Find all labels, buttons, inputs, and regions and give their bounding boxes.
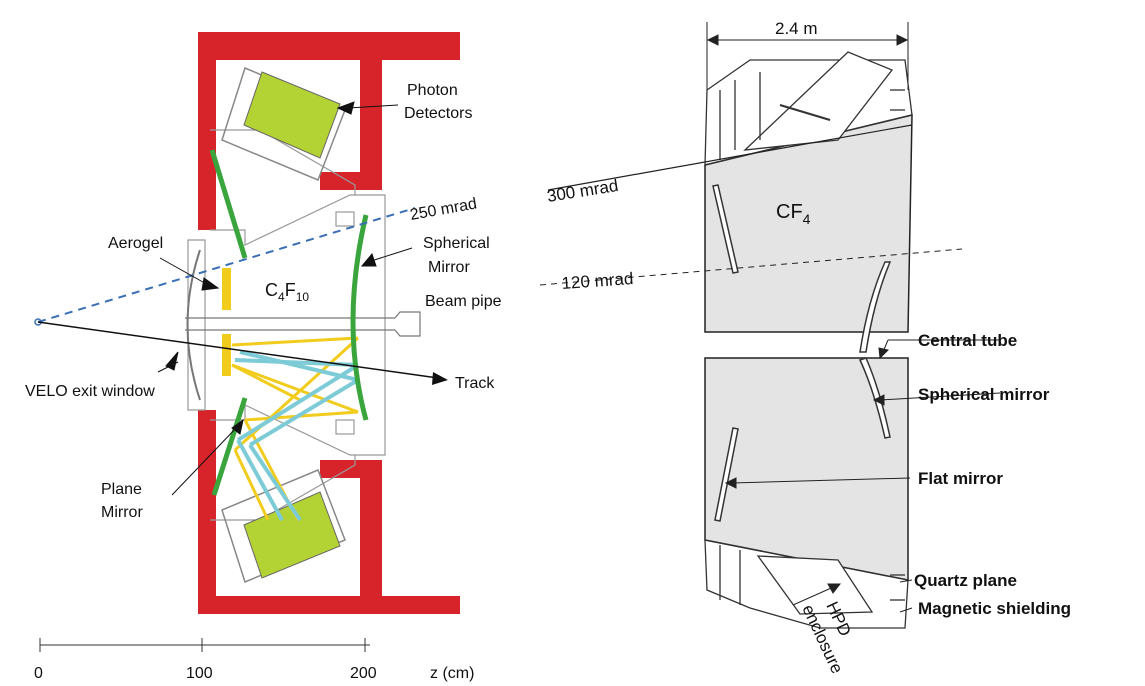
velo-exit-window [186, 249, 201, 401]
mirrors-rich1 [209, 149, 369, 496]
rich1-support-structure [198, 32, 460, 614]
label-photon-detectors-2: Detectors [404, 105, 472, 122]
width-dimension [706, 22, 909, 90]
label-width: 2.4 m [775, 19, 818, 38]
label-beam-pipe: Beam pipe [425, 293, 502, 310]
label-spherical-mirror-1: Spherical [423, 235, 490, 252]
z-axis-tick-0: 0 [34, 665, 43, 682]
plane-mirror-top [209, 149, 248, 259]
label-cf4: CF4 [776, 201, 811, 227]
label-flat-mirror: Flat mirror [918, 469, 1003, 488]
c4f10-c: C [265, 280, 278, 300]
label-plane-mirror-2: Mirror [101, 504, 143, 521]
aerogel-block [222, 268, 231, 376]
label-spherical-mirror-2: Mirror [428, 259, 470, 276]
plane-mirror-bottom [211, 397, 248, 496]
cf4-cf: CF [776, 201, 803, 223]
pointer-arrows-right [724, 339, 1001, 613]
acceptance-250mrad-line [37, 207, 416, 323]
z-axis-tick-200: 200 [350, 665, 377, 682]
label-plane-mirror-1: Plane [101, 481, 142, 498]
label-120-mrad: 120 mrad [561, 269, 634, 293]
track-line [34, 318, 448, 385]
lower-spherical-mirror [858, 357, 891, 439]
acceptance-120mrad-line [539, 248, 963, 286]
photon-detector-top [221, 66, 346, 181]
lower-flat-mirror [714, 427, 739, 522]
label-c4f10: C4F10 [265, 280, 309, 304]
label-aerogel: Aerogel [108, 235, 163, 252]
lower-hpd-mechanics [704, 539, 909, 629]
label-250-mrad: 250 mrad [409, 195, 479, 223]
pointer-arrows-left [157, 101, 413, 496]
cf4-sub: 4 [803, 211, 811, 227]
z-axis-tick-100: 100 [186, 665, 213, 682]
rich2-mirrors [712, 184, 892, 522]
label-track: Track [455, 375, 495, 392]
upper-flat-mirror [712, 184, 739, 274]
z-axis-label: z (cm) [430, 665, 474, 682]
rich1-diagram: Photon Detectors 250 mrad Spherical Mirr… [25, 32, 502, 682]
photon-detector-bottom [221, 469, 346, 584]
label-velo-exit-window: VELO exit window [25, 383, 155, 400]
acceptance-300mrad-line [547, 124, 913, 191]
label-magnetic-shielding: Magnetic shielding [918, 599, 1071, 618]
rich1-vessel-outline [187, 129, 386, 521]
label-spherical-mirror: Spherical mirror [918, 385, 1050, 404]
label-quartz-plane: Quartz plane [914, 571, 1017, 590]
cherenkov-photons-gas [234, 350, 360, 522]
label-photon-detectors-1: Photon [407, 82, 458, 99]
label-300-mrad: 300 mrad [546, 176, 620, 206]
c4f10-sub2: 10 [296, 290, 310, 304]
c4f10-f: F [285, 280, 296, 300]
spherical-mirror-arc [350, 214, 369, 421]
beam-pipe [185, 311, 421, 337]
rich2-diagram: 2.4 m [539, 19, 1071, 677]
z-axis [39, 638, 370, 652]
c4f10-sub1: 4 [278, 290, 285, 304]
label-central-tube: Central tube [918, 331, 1017, 350]
upper-spherical-mirror [859, 261, 892, 353]
